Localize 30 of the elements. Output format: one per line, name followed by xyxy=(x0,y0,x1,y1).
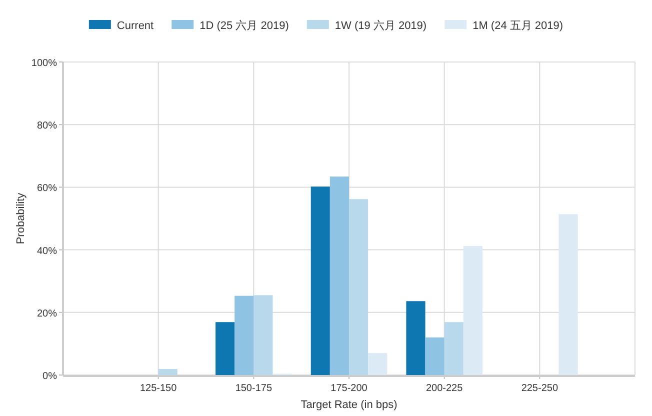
bar xyxy=(368,353,388,375)
bar xyxy=(425,337,444,375)
y-axis-title: Probability xyxy=(15,192,27,244)
legend-label: 1W (19 六月 2019) xyxy=(334,19,427,32)
bar xyxy=(310,186,330,375)
legend-label: 1D (25 六月 2019) xyxy=(200,19,289,32)
legend-label: Current xyxy=(116,20,154,32)
x-tick-label: 150-175 xyxy=(235,383,272,394)
y-tick-label: 20% xyxy=(36,308,58,320)
y-tick-label: 80% xyxy=(36,120,58,132)
x-tick-label: 175-200 xyxy=(330,383,368,394)
bar xyxy=(234,296,254,375)
bar xyxy=(558,214,578,375)
legend-label: 1M (24 五月 2019) xyxy=(472,20,564,32)
bar xyxy=(158,369,178,375)
bar xyxy=(254,295,273,375)
y-tick-label: 60% xyxy=(36,183,58,194)
x-tick-label: 225-250 xyxy=(521,383,558,394)
x-tick-label: 200-225 xyxy=(426,383,464,394)
bar xyxy=(349,199,368,375)
bar xyxy=(444,322,464,375)
bar xyxy=(216,322,235,375)
x-tick-label: 125-150 xyxy=(140,383,178,394)
y-tick-label: 100% xyxy=(31,58,58,69)
bar xyxy=(406,301,426,375)
bar xyxy=(330,176,349,375)
y-tick-label: 0% xyxy=(42,371,58,382)
y-tick-label: 40% xyxy=(36,246,58,257)
bar xyxy=(463,246,482,375)
x-axis-title: Target Rate (in bps) xyxy=(300,399,398,411)
